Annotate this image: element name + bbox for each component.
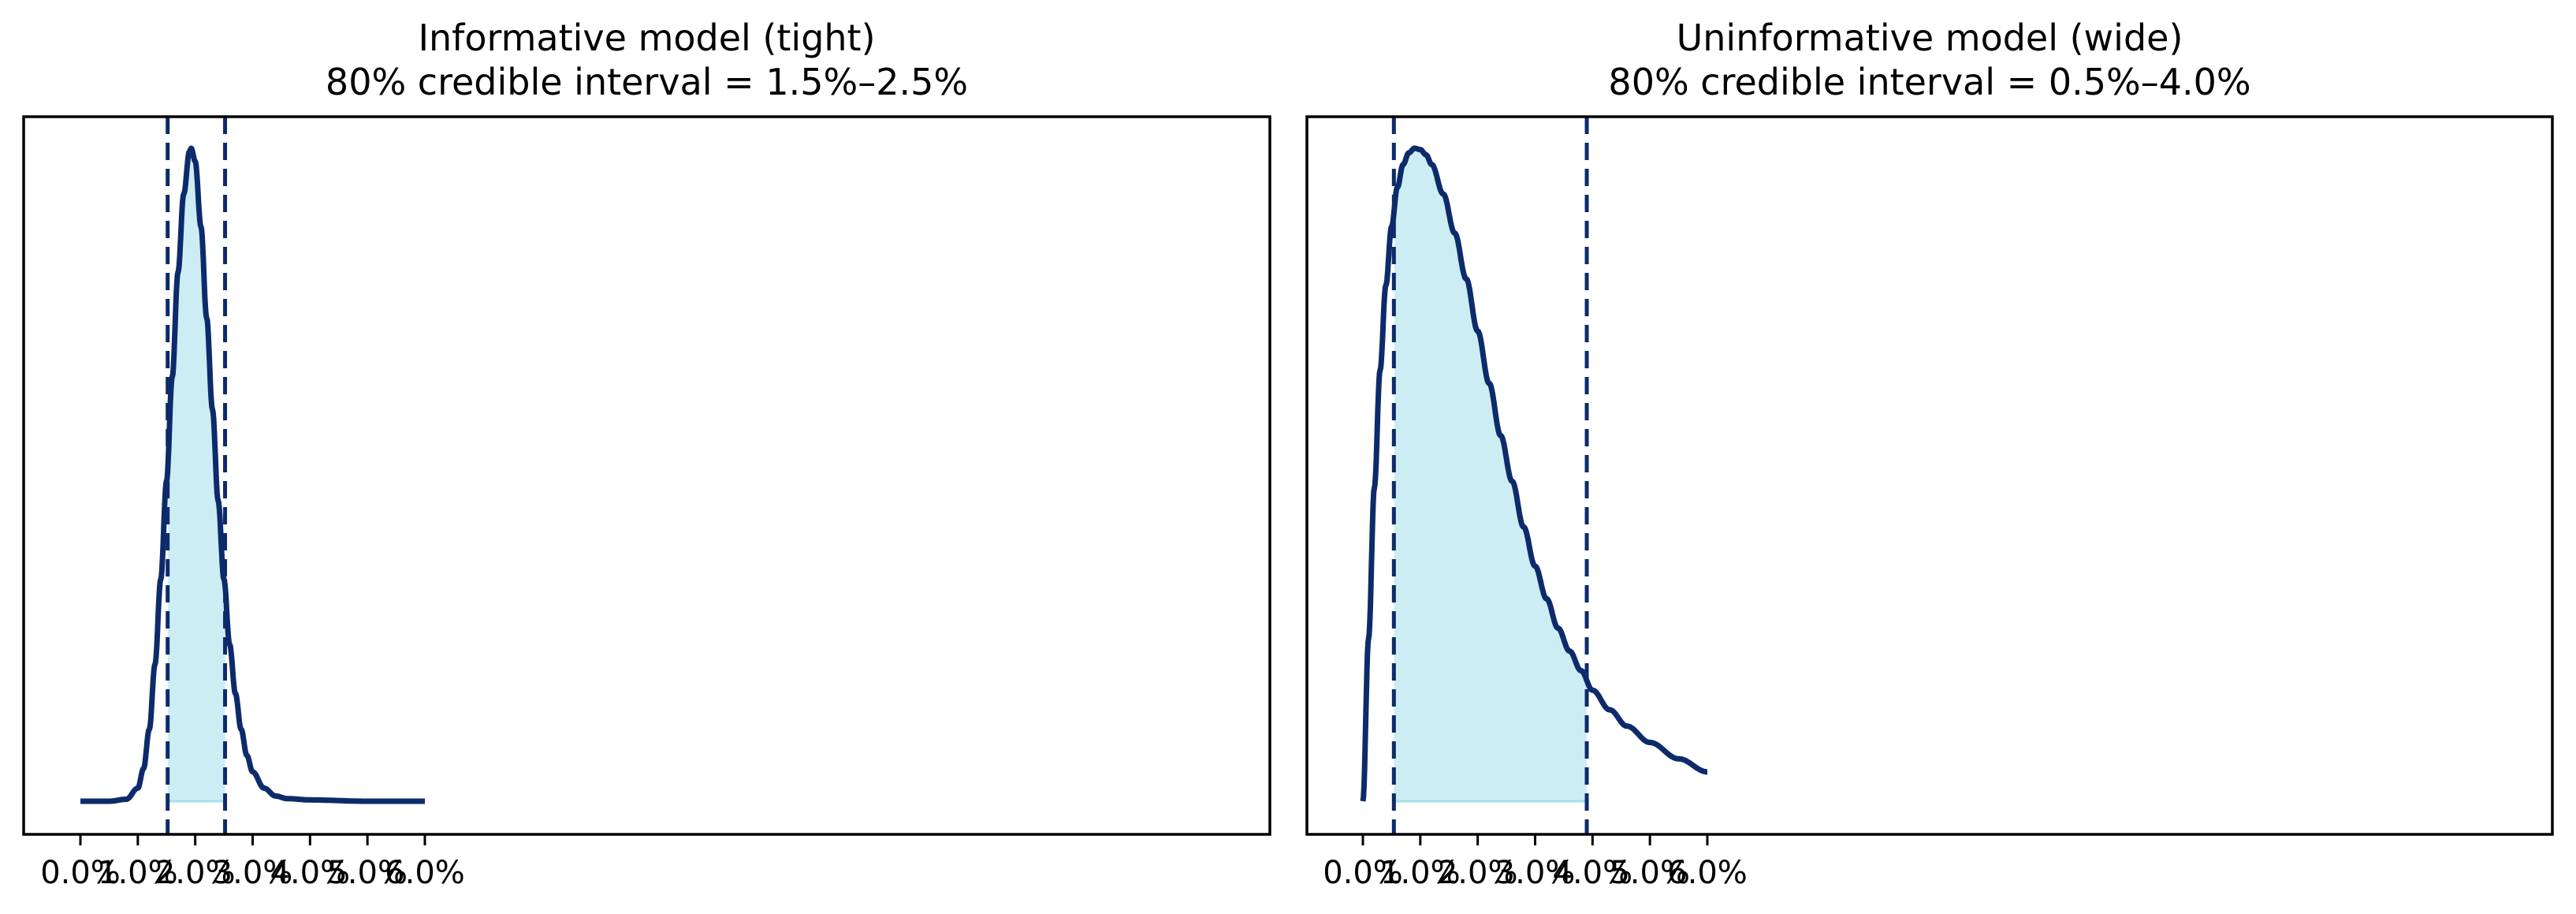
left-title-line2: 80% credible interval = 1.5%–2.5% bbox=[325, 61, 969, 103]
x-tick-label: 0.0% bbox=[40, 855, 121, 891]
x-tick-label: 4.0% bbox=[1553, 855, 1633, 891]
axes-frame bbox=[22, 115, 1271, 836]
x-tick-label: 2.0% bbox=[155, 855, 236, 891]
x-tick-label: 5.0% bbox=[327, 855, 408, 891]
x-tick-label: 5.0% bbox=[1610, 855, 1690, 891]
right-title-line1: Uninformative model (wide) bbox=[1676, 17, 2183, 59]
x-tick-label: 6.0% bbox=[1667, 855, 1748, 891]
right-panel-title: Uninformative model (wide) 80% credible … bbox=[1307, 16, 2552, 104]
density-curve bbox=[1360, 145, 1710, 802]
left-title-line1: Informative model (tight) bbox=[418, 17, 876, 59]
x-tick-label: 2.0% bbox=[1438, 855, 1518, 891]
x-tick-label: 1.0% bbox=[98, 855, 178, 891]
x-tick-label: 3.0% bbox=[213, 855, 293, 891]
axes-frame bbox=[1305, 115, 2554, 836]
x-tick-label: 1.0% bbox=[1380, 855, 1461, 891]
density-curve bbox=[78, 145, 427, 804]
x-tick-label: 0.0% bbox=[1323, 855, 1403, 891]
left-density-plot: 0.0%1.0%2.0%3.0%4.0%5.0%6.0% bbox=[22, 115, 1271, 891]
x-tick-label: 3.0% bbox=[1495, 855, 1576, 891]
credible-interval-fill bbox=[1394, 148, 1588, 801]
right-title-line2: 80% credible interval = 0.5%–4.0% bbox=[1608, 61, 2251, 103]
x-tick-label: 6.0% bbox=[385, 855, 465, 891]
x-tick-label: 4.0% bbox=[270, 855, 351, 891]
left-panel-title: Informative model (tight) 80% credible i… bbox=[24, 16, 1270, 104]
credible-interval-fill bbox=[167, 148, 225, 801]
right-density-plot: 0.0%1.0%2.0%3.0%4.0%5.0%6.0% bbox=[1305, 115, 2554, 891]
